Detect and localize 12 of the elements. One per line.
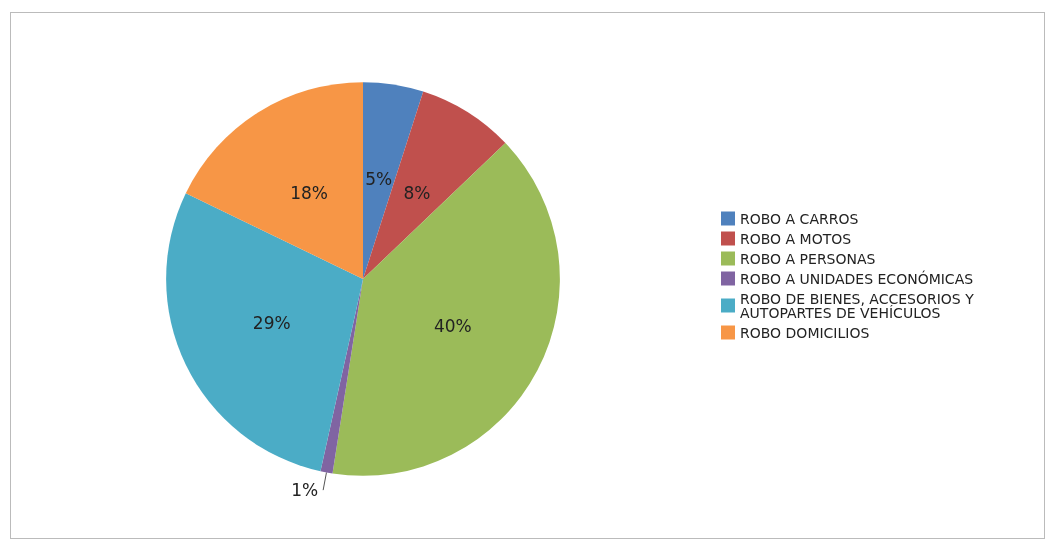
legend-label: ROBO A UNIDADES ECONÓMICAS <box>740 269 974 287</box>
data-label: 18% <box>290 183 329 204</box>
data-label: 40% <box>433 316 472 337</box>
data-label: 8% <box>403 183 431 204</box>
data-label: 1% <box>291 480 319 501</box>
legend-label: ROBO A PERSONAS <box>740 250 876 267</box>
legend-label: ROBO DOMICILIOS <box>740 324 870 341</box>
data-label: 5% <box>365 168 393 189</box>
legend-label: ROBO A CARROS <box>740 210 859 227</box>
data-label: 29% <box>252 313 291 334</box>
legend-label: ROBO DE BIENES, ACCESORIOS Y AUTOPARTES DE VEHÍCULOS <box>740 290 979 321</box>
legend-label: ROBO A MOTOS <box>740 230 852 247</box>
